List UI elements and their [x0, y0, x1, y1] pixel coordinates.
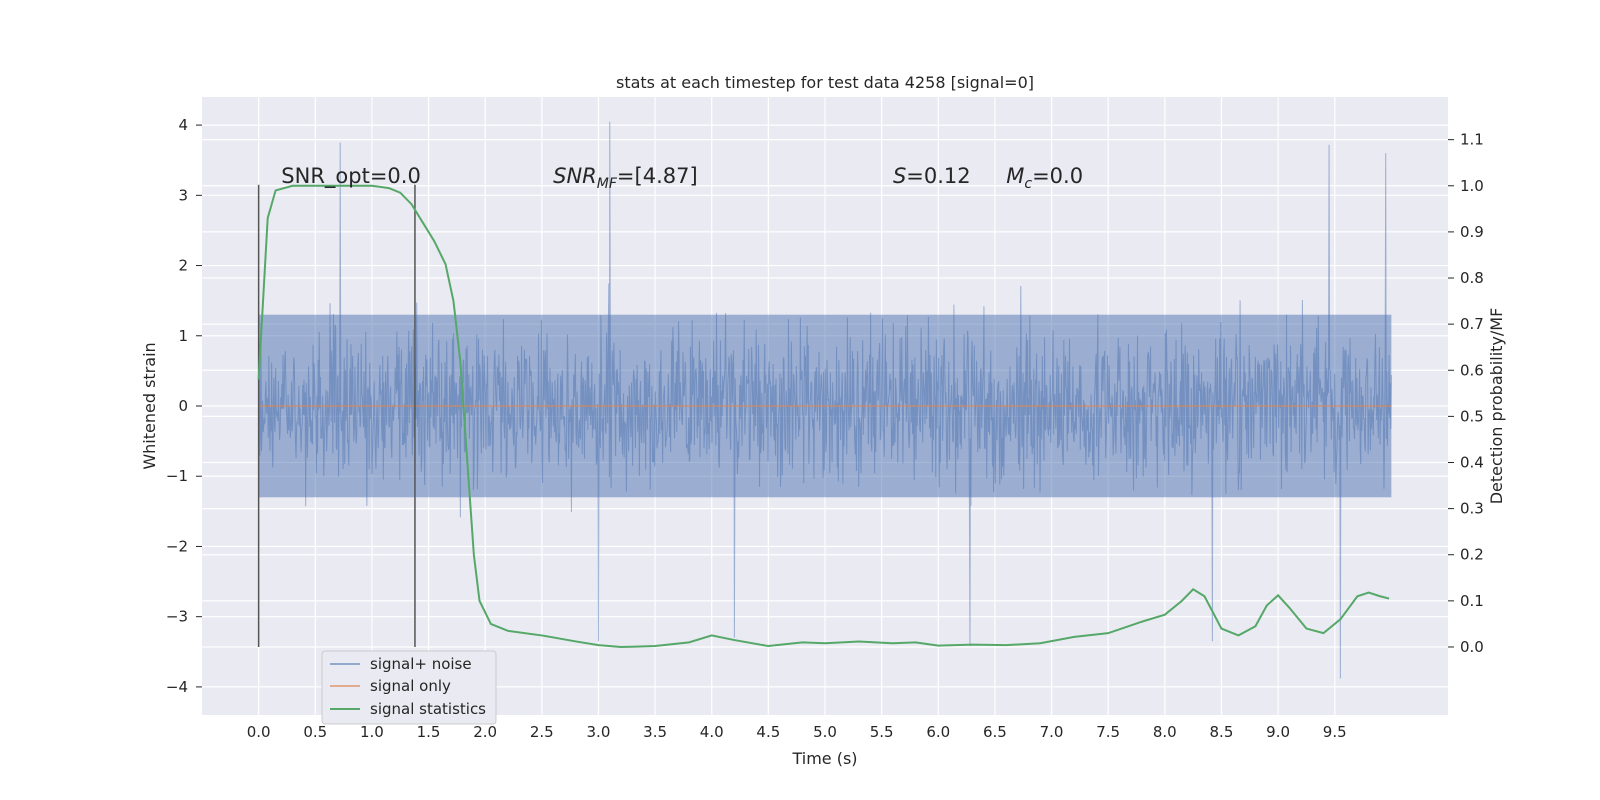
y-tick-label-right: 0.6 [1460, 361, 1484, 379]
y-tick-label-right: 1.0 [1460, 177, 1484, 195]
x-tick-label: 7.5 [1096, 723, 1120, 741]
y-tick-label-right: 0.3 [1460, 500, 1484, 518]
y-tick-label-right: 0.7 [1460, 315, 1484, 333]
y-tick-label-right: 0.1 [1460, 592, 1484, 610]
annotation: Mc=0.0 [1006, 164, 1083, 192]
x-tick-label: 8.5 [1210, 723, 1234, 741]
y-tick-label-right: 0.2 [1460, 546, 1484, 564]
x-tick-label: 0.5 [303, 723, 327, 741]
x-tick-label: 4.0 [700, 723, 724, 741]
x-tick-label: 8.0 [1153, 723, 1177, 741]
x-tick-label: 2.5 [530, 723, 554, 741]
x-tick-label: 9.5 [1323, 723, 1347, 741]
y-tick-label-left: −4 [166, 678, 188, 696]
y-tick-label-left: −2 [166, 537, 188, 555]
chart-title: stats at each timestep for test data 425… [616, 73, 1034, 92]
x-tick-label: 2.0 [473, 723, 497, 741]
x-tick-label: 6.0 [926, 723, 950, 741]
y-tick-label-right: 0.5 [1460, 407, 1484, 425]
y-tick-label-right: 0.9 [1460, 223, 1484, 241]
legend-label-signal-statistics: signal statistics [370, 700, 486, 718]
x-tick-label: 1.0 [360, 723, 384, 741]
legend-label-signal-noise: signal+ noise [370, 655, 472, 673]
x-tick-label: 9.0 [1266, 723, 1290, 741]
y-tick-label-right: 0.0 [1460, 638, 1484, 656]
x-tick-label: 1.5 [417, 723, 441, 741]
x-tick-label: 6.5 [983, 723, 1007, 741]
x-tick-label: 4.5 [756, 723, 780, 741]
x-tick-label: 7.0 [1040, 723, 1064, 741]
legend-box [321, 650, 497, 725]
y-tick-label-left: −1 [166, 467, 188, 485]
x-tick-label: 0.0 [247, 723, 271, 741]
y-tick-label-left: 2 [178, 257, 188, 275]
x-tick-label: 3.0 [587, 723, 611, 741]
y-tick-label-right: 0.4 [1460, 453, 1484, 471]
annotation: SNRMF=[4.87] [553, 164, 698, 192]
y-tick-label-left: 0 [178, 397, 188, 415]
y-tick-label-right: 0.8 [1460, 269, 1484, 287]
y-tick-label-left: 3 [178, 186, 188, 204]
x-axis-label: Time (s) [791, 749, 857, 768]
y-tick-label-left: 4 [178, 116, 188, 134]
y-ticks-left: 4 3 2 1 0 −1 −2 −3 −4 [166, 116, 202, 696]
annotation: SNR_opt=0.0 [281, 164, 421, 189]
y-tick-label-left: −3 [166, 608, 188, 626]
annotations: SNR_opt=0.0 SNRMF=[4.87] S=0.12 Mc=0.0 [281, 164, 1083, 192]
x-tick-label: 5.0 [813, 723, 837, 741]
y-axis-label-left: Whitened strain [140, 342, 159, 469]
legend: signal+ noise signal only signal statist… [321, 650, 497, 725]
y-ticks-right: 1.1 1.0 0.9 0.8 0.7 0.6 0.5 0.4 0.3 0.2 0.1 0.0 [1448, 131, 1484, 656]
y-tick-label-right: 1.1 [1460, 131, 1484, 149]
vertical-markers [257, 184, 416, 647]
series-signal-statistics [257, 184, 1390, 648]
x-tick-label: 3.5 [643, 723, 667, 741]
y-axis-label-right: Detection probability/MF [1487, 308, 1506, 505]
noise-trace [258, 121, 1392, 679]
legend-label-signal-only: signal only [370, 677, 451, 695]
x-tick-label: 5.5 [870, 723, 894, 741]
y-tick-label-left: 1 [178, 327, 188, 345]
x-ticks: 0.0 0.5 1.0 1.5 2.0 2.5 3.0 3.5 4.0 4.5 5.0 5.5 6.0 6… [247, 723, 1347, 741]
annotation: S=0.12 [893, 164, 971, 188]
